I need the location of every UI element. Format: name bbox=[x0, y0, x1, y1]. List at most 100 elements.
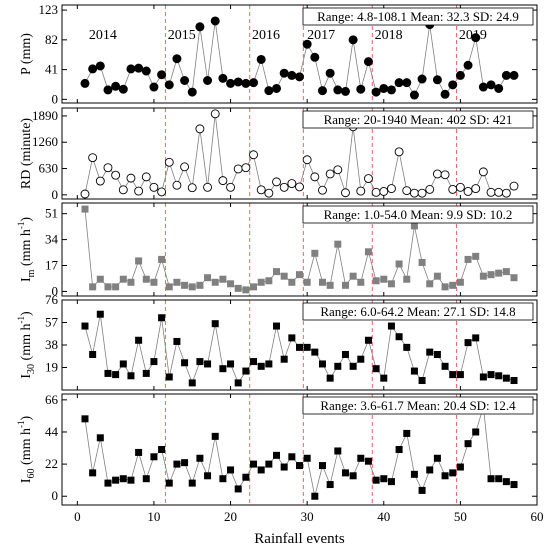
panel-frame bbox=[61, 393, 538, 506]
data-point bbox=[96, 434, 104, 442]
data-point bbox=[501, 188, 511, 198]
data-point bbox=[211, 278, 219, 286]
data-point bbox=[449, 469, 457, 477]
data-point bbox=[510, 481, 518, 489]
data-point bbox=[204, 360, 212, 368]
data-point bbox=[410, 367, 418, 375]
y-tick-label: 1260 bbox=[32, 134, 58, 149]
data-point bbox=[256, 185, 266, 195]
data-point bbox=[135, 257, 143, 265]
stats-text: Range: 3.6-61.7 Mean: 20.4 SD: 12.4 bbox=[320, 398, 516, 413]
data-point bbox=[341, 281, 349, 289]
data-point bbox=[104, 369, 112, 377]
stats-text: Range: 1.0-54.0 Mean: 9.9 SD: 10.2 bbox=[324, 207, 513, 222]
data-point bbox=[249, 78, 259, 88]
data-point bbox=[165, 373, 173, 381]
stats-text: Range: 6.0-64.2 Mean: 27.1 SD: 14.8 bbox=[320, 304, 515, 319]
data-point bbox=[349, 472, 357, 480]
stats-box bbox=[302, 7, 534, 26]
data-point bbox=[226, 78, 236, 88]
data-point bbox=[317, 86, 327, 96]
data-point bbox=[325, 68, 335, 78]
y-tick-label: 82 bbox=[45, 32, 58, 47]
data-point bbox=[142, 369, 150, 377]
data-point bbox=[418, 486, 426, 494]
x-axis: 0 10 20 30 40 50 60 bbox=[74, 509, 543, 524]
data-point bbox=[464, 440, 472, 448]
data-point bbox=[234, 284, 242, 292]
data-point bbox=[257, 466, 265, 474]
data-point bbox=[89, 469, 97, 477]
data-point bbox=[448, 184, 458, 194]
data-point bbox=[127, 372, 135, 380]
data-point bbox=[296, 271, 303, 279]
data-point bbox=[417, 74, 427, 84]
y-tick-label: 51 bbox=[45, 206, 58, 221]
data-point bbox=[463, 60, 473, 70]
data-point bbox=[502, 374, 510, 382]
data-point bbox=[296, 462, 303, 470]
data-point bbox=[395, 333, 403, 341]
panel-4: 19 38 57 76 I30 (mm h-1) Range: 6.0-64.2 Mean… bbox=[16, 292, 538, 391]
data-point bbox=[158, 314, 166, 322]
data-point bbox=[134, 63, 144, 73]
data-point bbox=[280, 463, 288, 471]
data-point bbox=[395, 260, 403, 268]
data-point bbox=[280, 355, 288, 363]
data-point bbox=[118, 185, 128, 195]
data-point bbox=[165, 479, 173, 487]
stats-text: Range: 20-1940 Mean: 402 SD: 421 bbox=[324, 112, 513, 127]
data-point bbox=[296, 343, 303, 351]
data-point bbox=[142, 475, 150, 483]
data-point bbox=[104, 283, 112, 291]
data-point bbox=[318, 185, 327, 195]
data-point bbox=[349, 272, 357, 280]
data-point bbox=[387, 478, 395, 486]
y-tick-label: 41 bbox=[45, 62, 58, 77]
data-point bbox=[387, 322, 395, 330]
data-point bbox=[403, 275, 411, 283]
x-tick-label: 30 bbox=[301, 509, 314, 524]
data-point bbox=[157, 70, 167, 80]
data-point bbox=[311, 348, 319, 356]
data-point bbox=[210, 16, 220, 26]
data-point bbox=[372, 476, 380, 484]
data-point bbox=[303, 343, 311, 351]
data-point bbox=[80, 189, 90, 199]
data-point bbox=[103, 163, 113, 173]
data-point bbox=[134, 186, 144, 196]
y-tick-label: 19 bbox=[45, 360, 58, 375]
data-point bbox=[233, 164, 243, 174]
data-point bbox=[181, 359, 189, 367]
data-point bbox=[142, 275, 150, 283]
data-point bbox=[380, 275, 388, 283]
series-line bbox=[84, 406, 515, 497]
data-point bbox=[211, 320, 219, 328]
data-point bbox=[234, 379, 242, 387]
data-point bbox=[164, 157, 174, 167]
data-point bbox=[95, 176, 105, 186]
data-point bbox=[449, 281, 457, 289]
data-point bbox=[218, 73, 228, 83]
data-point bbox=[158, 255, 166, 263]
data-point bbox=[487, 475, 495, 483]
data-point bbox=[418, 377, 426, 385]
y-axis-label: RD (minute) bbox=[19, 118, 34, 189]
data-point bbox=[395, 446, 403, 453]
x-tick-label: 10 bbox=[147, 509, 160, 524]
x-tick-label: 20 bbox=[224, 509, 237, 524]
data-point bbox=[157, 187, 167, 197]
stats-box bbox=[302, 302, 534, 321]
panel-frame bbox=[61, 107, 538, 200]
y-tick-label: 38 bbox=[45, 337, 58, 352]
data-point bbox=[81, 322, 89, 330]
data-point bbox=[273, 322, 281, 330]
data-point bbox=[379, 83, 389, 93]
data-point bbox=[180, 75, 190, 85]
y-tick-label: 630 bbox=[39, 161, 59, 176]
data-point bbox=[310, 172, 320, 182]
data-point bbox=[250, 358, 258, 366]
data-point bbox=[318, 360, 326, 368]
data-point bbox=[310, 52, 320, 62]
y-tick-label: 123 bbox=[39, 2, 59, 17]
